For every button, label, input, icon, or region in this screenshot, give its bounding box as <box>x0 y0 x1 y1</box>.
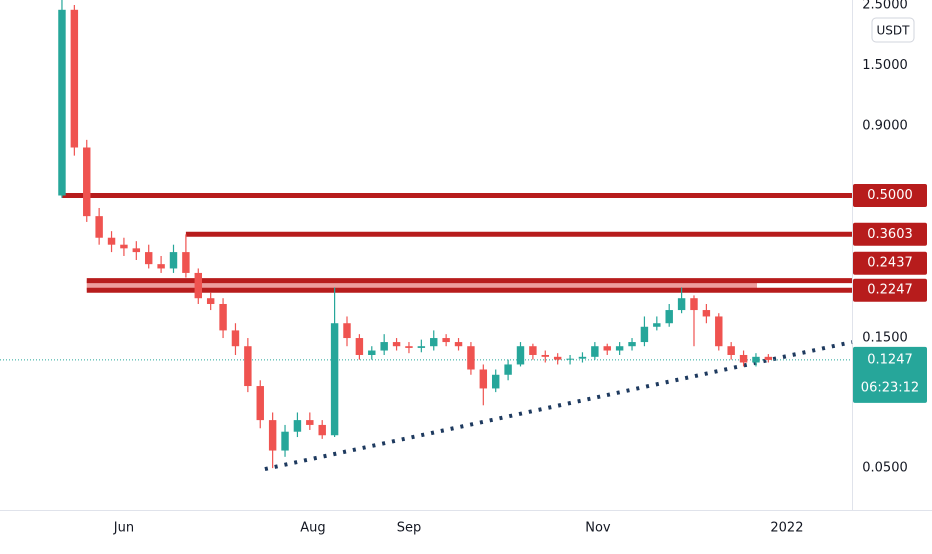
candle-body <box>702 310 711 317</box>
candle-body <box>467 346 475 370</box>
axes: 2.50001.50000.90000.15000.09000.0500JunA… <box>113 0 927 536</box>
candle-body <box>206 298 215 304</box>
candle-body <box>690 298 698 311</box>
candle-body <box>615 346 624 351</box>
candle-body <box>157 264 165 269</box>
currency-label: USDT <box>877 24 911 38</box>
candle-body <box>281 431 289 451</box>
plot <box>0 0 853 472</box>
candle-body <box>58 9 66 196</box>
level-price-label: 0.3603 <box>867 227 913 242</box>
candle-body <box>293 420 302 432</box>
candle-body <box>231 330 240 347</box>
candle-body <box>727 346 735 355</box>
candle-body <box>640 326 649 343</box>
candle-body <box>392 342 401 347</box>
candle-body <box>430 338 438 347</box>
candle-body <box>752 356 760 363</box>
candle-body <box>529 346 537 355</box>
candle-body <box>479 369 488 389</box>
candle-body <box>244 346 252 387</box>
level-price-box <box>853 184 927 208</box>
candle-body <box>715 316 723 347</box>
y-tick-label: 0.9000 <box>862 118 908 133</box>
candle-body <box>454 342 463 347</box>
level-price-label: 0.5000 <box>867 188 913 203</box>
countdown-label: 06:23:12 <box>861 380 919 395</box>
candle-body <box>591 346 599 357</box>
y-tick-label: 1.5000 <box>862 58 908 73</box>
candle-body <box>442 338 450 343</box>
candle-body <box>83 147 91 217</box>
candle-body <box>541 354 549 357</box>
candle-body <box>677 298 686 311</box>
x-tick-label: 2022 <box>770 521 803 536</box>
candle-body <box>107 237 116 245</box>
candle-body <box>516 346 525 365</box>
candle-body <box>182 252 190 273</box>
candle-body <box>491 374 500 389</box>
candle-body <box>603 346 611 351</box>
y-tick-label: 0.0500 <box>862 461 908 476</box>
candle-body <box>653 323 661 327</box>
x-tick-label: Aug <box>300 521 325 536</box>
level-price-box <box>853 251 927 275</box>
last-price-label: 0.1247 <box>867 352 913 367</box>
candle-body <box>70 9 79 148</box>
candle-body <box>553 356 562 360</box>
candle-body <box>169 252 178 269</box>
candle-body <box>95 216 103 238</box>
level-price-label: 0.2437 <box>867 256 913 271</box>
x-tick-label: Jun <box>113 521 134 536</box>
x-tick-label: Nov <box>585 521 611 536</box>
level-price-box <box>853 222 927 246</box>
trendline <box>264 340 853 472</box>
candle-body <box>368 350 376 355</box>
candle-body <box>194 272 203 299</box>
candle-body <box>566 358 574 360</box>
level-price-box <box>853 278 927 302</box>
candle-body <box>504 364 512 375</box>
candle-body <box>132 248 141 253</box>
x-tick-label: Sep <box>397 521 422 536</box>
candle-body <box>330 323 339 436</box>
candle-body <box>256 386 264 421</box>
y-tick-label: 0.1500 <box>862 331 908 346</box>
candle-body <box>405 346 413 348</box>
candle-body <box>628 342 636 347</box>
candle-body <box>355 338 364 355</box>
candle-body <box>665 310 673 324</box>
candle-body <box>144 252 153 265</box>
candle-body <box>380 342 388 351</box>
last-price-box <box>853 346 927 403</box>
level-zone <box>86 280 758 291</box>
candle-body <box>417 346 426 348</box>
currency-box[interactable] <box>871 17 915 43</box>
candle-body <box>306 420 314 425</box>
y-tick-label: 2.5000 <box>862 0 908 12</box>
candle-body <box>739 354 748 363</box>
candle-body <box>318 424 326 436</box>
candle-body <box>578 356 587 359</box>
candle-body <box>120 244 128 249</box>
level-price-label: 0.2247 <box>867 283 913 298</box>
candle-body <box>268 420 277 451</box>
candle-body <box>343 323 351 339</box>
candle-body <box>764 356 773 360</box>
candle-body <box>219 303 227 331</box>
